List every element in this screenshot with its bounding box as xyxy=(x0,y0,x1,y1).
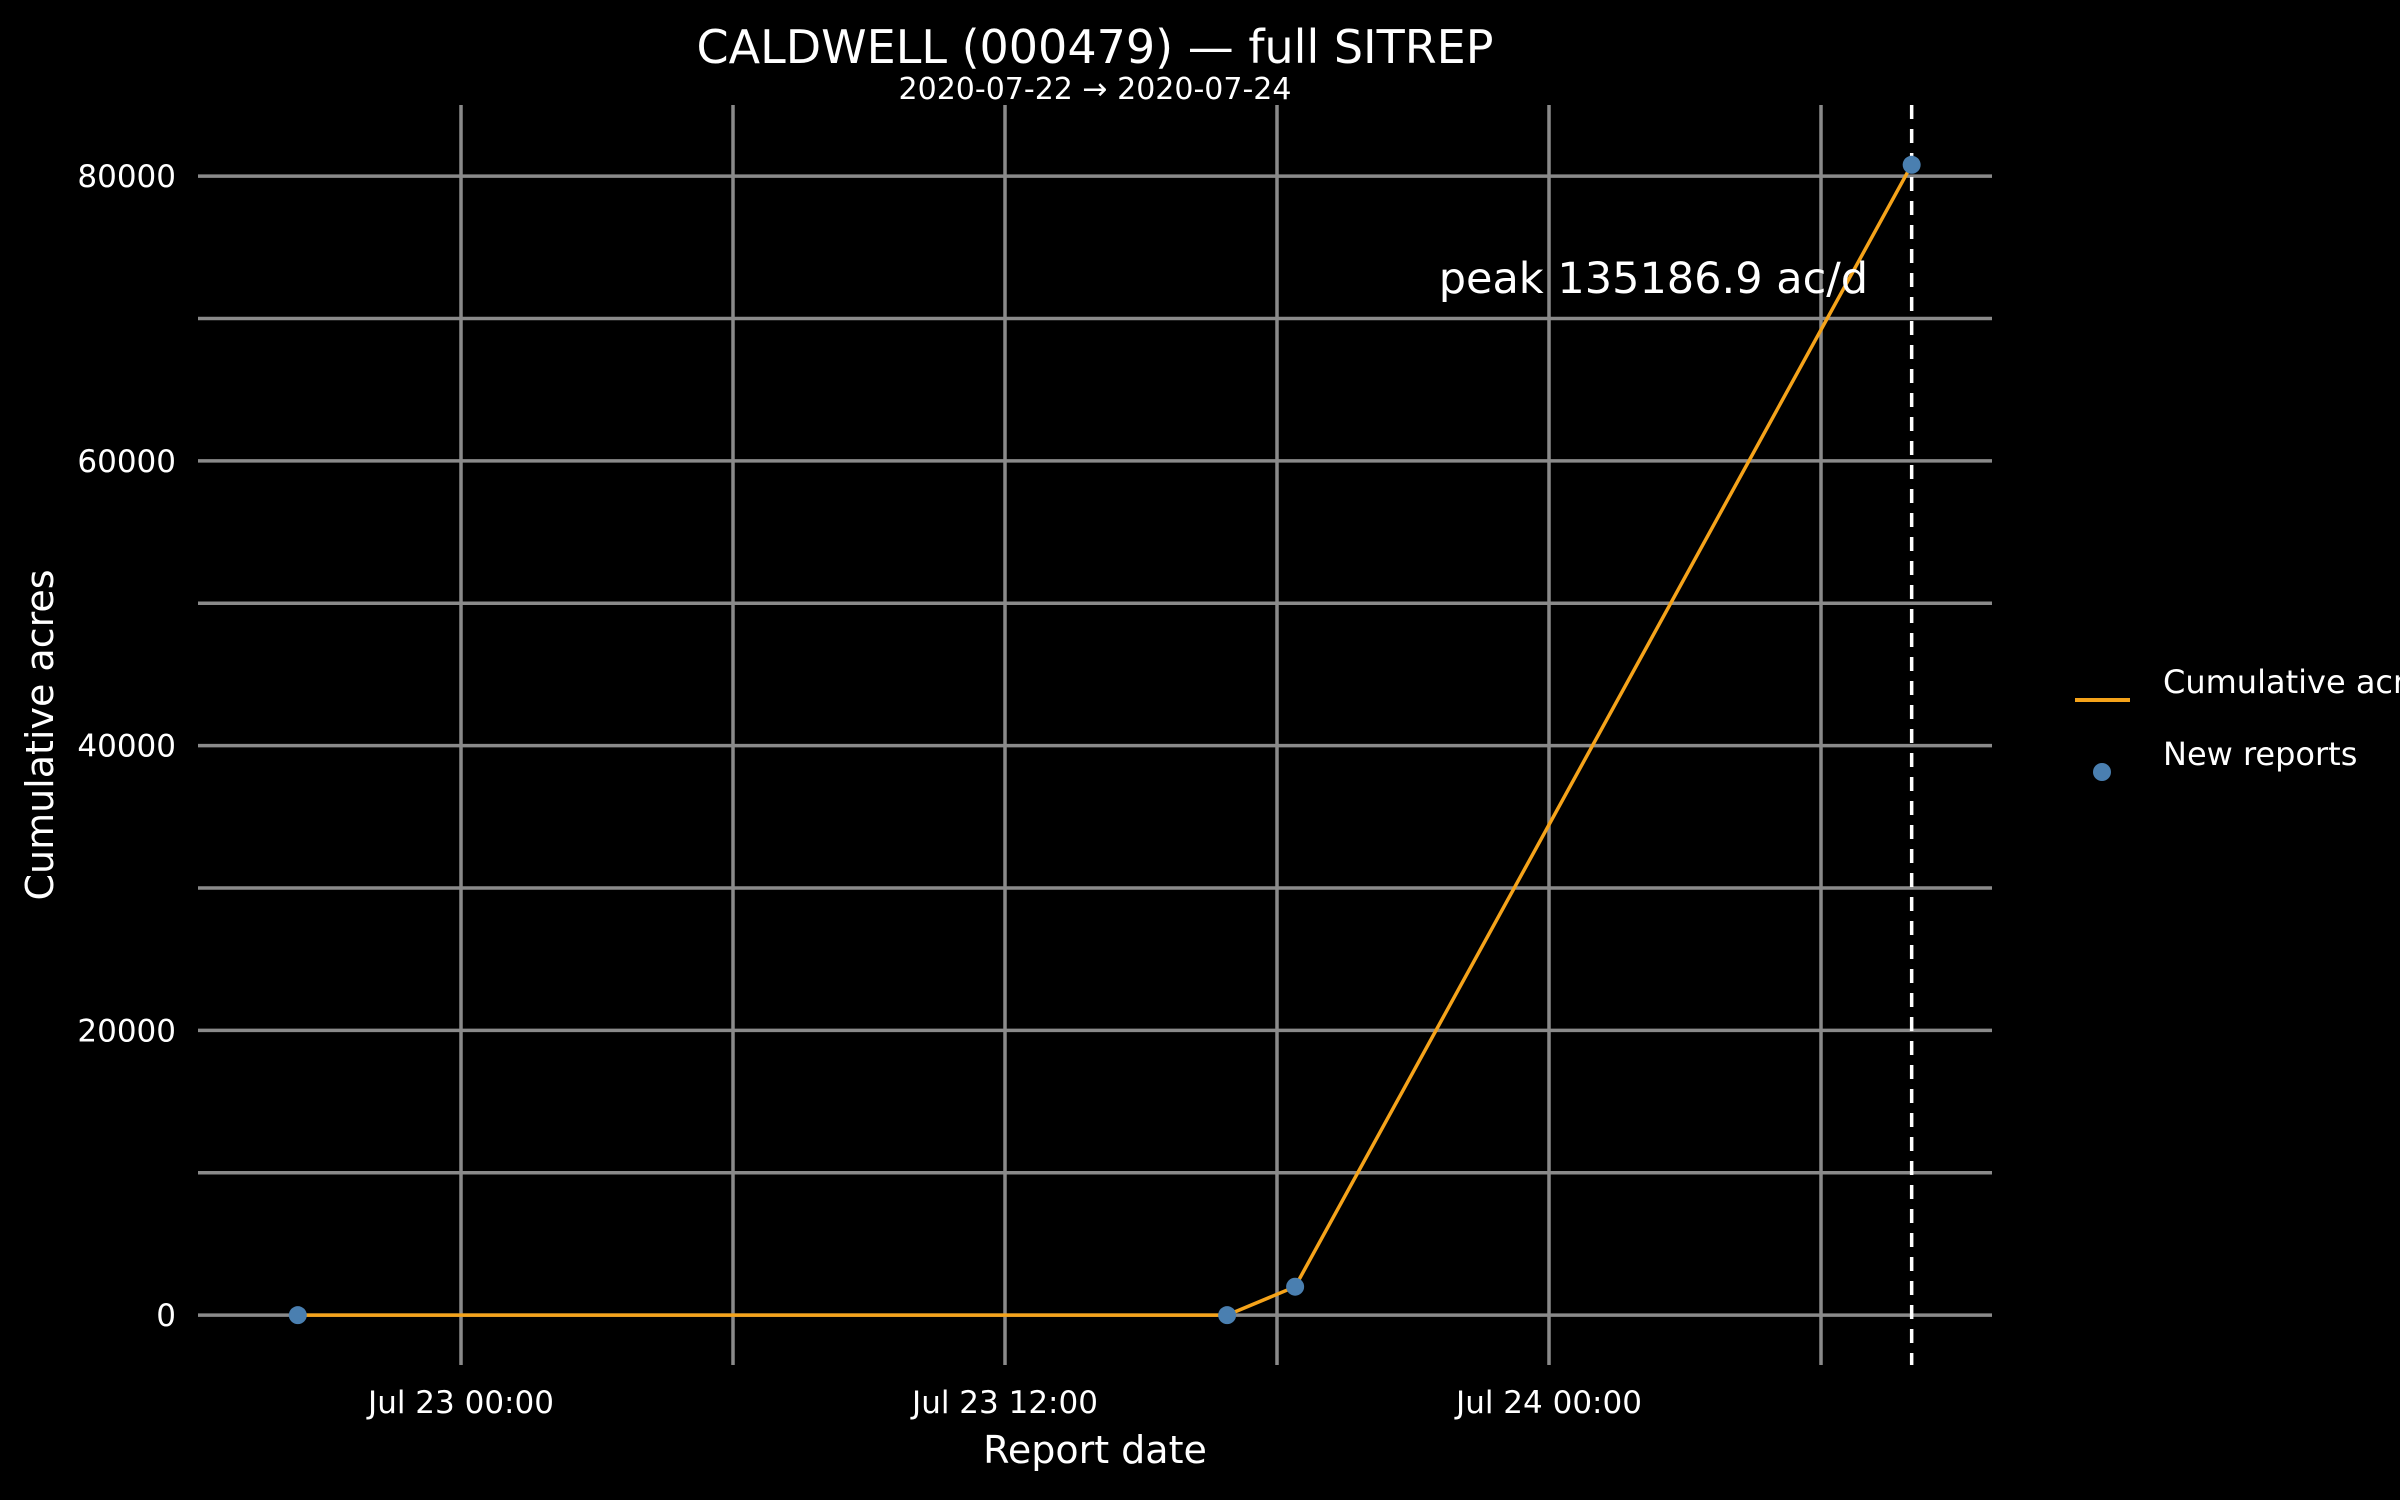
chart-subtitle: 2020-07-22 → 2020-07-24 xyxy=(899,72,1292,107)
new-report-point xyxy=(1286,1277,1305,1296)
new-report-point xyxy=(288,1306,307,1325)
ticks-group: 0 20000 40000 60000 80000 Jul 23 00:00 Jul 23 … xyxy=(77,159,1642,1421)
cumulative-acres-line xyxy=(297,163,1914,1317)
new-report-point xyxy=(1218,1306,1237,1325)
y-tick-label: 20000 xyxy=(77,1013,176,1049)
legend-label-new-reports: New reports xyxy=(2163,735,2357,773)
legend-label-cumulative-acres: Cumulative acres xyxy=(2163,663,2400,701)
legend: Cumulative acres New reports xyxy=(2075,663,2400,781)
series-group xyxy=(288,155,1921,1325)
grid xyxy=(198,105,1992,1365)
chart-title: CALDWELL (000479) — full SITREP xyxy=(697,20,1494,74)
y-axis-label: Cumulative acres xyxy=(18,569,62,900)
y-tick-label: 40000 xyxy=(77,729,176,765)
y-tick-label: 60000 xyxy=(77,444,176,480)
peak-annotation: peak 135186.9 ac/d xyxy=(1439,254,1868,304)
y-tick-label: 80000 xyxy=(77,159,176,195)
new-report-point xyxy=(1902,155,1921,174)
x-axis-label: Report date xyxy=(983,1428,1207,1472)
legend-point-swatch xyxy=(2093,763,2111,781)
x-tick-label: Jul 23 12:00 xyxy=(910,1385,1098,1421)
y-tick-label: 0 xyxy=(156,1298,176,1334)
x-tick-label: Jul 23 00:00 xyxy=(366,1385,554,1421)
x-tick-label: Jul 24 00:00 xyxy=(1454,1385,1642,1421)
